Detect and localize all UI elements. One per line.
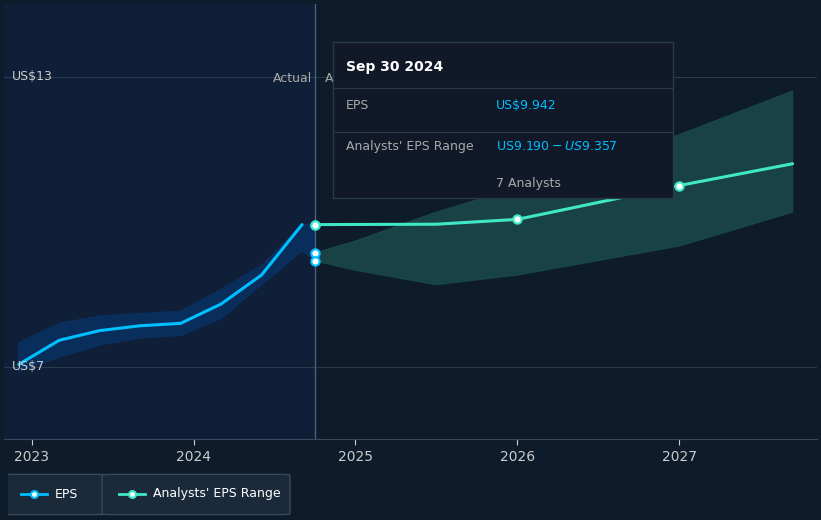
FancyBboxPatch shape [102,474,290,515]
Text: Analysts' EPS Range: Analysts' EPS Range [346,140,474,153]
Text: Analysts' EPS Range: Analysts' EPS Range [154,488,281,500]
Text: EPS: EPS [55,488,79,500]
Polygon shape [315,91,792,284]
Bar [4,4,315,439]
FancyBboxPatch shape [4,474,107,515]
Polygon shape [19,225,315,372]
Text: US$9.942: US$9.942 [496,99,557,112]
Text: 7 Analysts: 7 Analysts [496,177,561,190]
Text: Sep 30 2024: Sep 30 2024 [346,60,443,74]
Text: US$13: US$13 [12,70,53,83]
Text: EPS: EPS [346,99,369,112]
Text: Analysts Forecasts: Analysts Forecasts [324,72,441,85]
Text: Actual: Actual [273,72,312,85]
Text: US$7: US$7 [12,360,45,373]
Text: US$9.190 - US$9.357: US$9.190 - US$9.357 [496,140,617,153]
